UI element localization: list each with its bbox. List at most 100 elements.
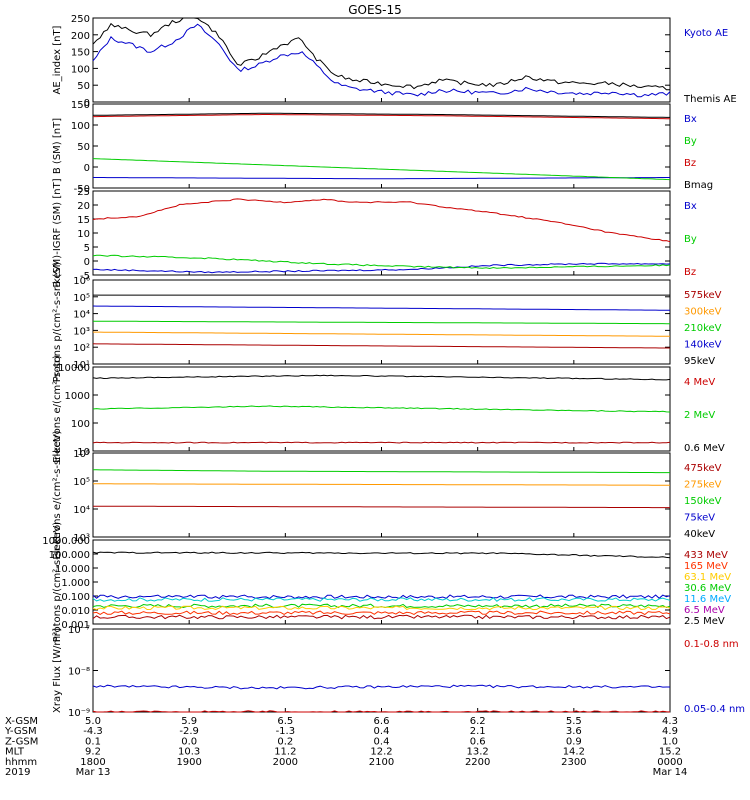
legend-6-5-mev: 6.5 MeV <box>684 605 725 616</box>
y-tick-label: 10⁻⁸ <box>68 667 90 678</box>
x-tick-value: 15.2 <box>659 747 681 758</box>
series-line-bx <box>93 177 670 180</box>
x-tick-value: -4.3 <box>83 726 103 737</box>
x-tick-value: 2.1 <box>470 726 486 737</box>
y-tick-label: 100 <box>71 64 90 75</box>
legend-40kev: 40keV <box>684 529 715 540</box>
y-tick-label: 0 <box>84 257 90 268</box>
y-tick-label: 10⁴ <box>73 505 90 516</box>
legend-275kev: 275keV <box>684 480 722 491</box>
series-line-475kev <box>93 505 670 509</box>
legend-bz: Bz <box>684 158 696 169</box>
x-tick-value: 0.4 <box>374 726 390 737</box>
x-tick-value: 3.6 <box>566 726 582 737</box>
y-tick-label: 1000.000 <box>42 536 90 547</box>
y-tick-label: 1.000 <box>61 578 90 589</box>
x-tick-value: -1.3 <box>276 726 296 737</box>
series-line-210kev <box>93 320 670 325</box>
y-axis-label: B (SM) [nT] <box>52 118 63 174</box>
y-tick-label: 0.001 <box>61 620 90 631</box>
x-tick-value: 6.6 <box>374 716 390 727</box>
x-tick-value: 0000 <box>657 757 682 768</box>
x-tick-value: 2000 <box>273 757 298 768</box>
y-tick-label: 10³ <box>73 326 90 337</box>
x-tick-value: -2.9 <box>179 726 199 737</box>
legend-4-mev: 4 MeV <box>684 377 715 388</box>
series-line-by <box>92 254 671 270</box>
legend-165-mev: 165 MeV <box>684 561 728 572</box>
y-tick-label: 0 <box>84 98 90 109</box>
y-tick-label: 10000 <box>58 363 90 374</box>
y-tick-label: 10⁴ <box>73 310 90 321</box>
series-line-bz <box>93 114 670 120</box>
y-tick-label: 10 <box>77 229 90 240</box>
legend-2-5-mev: 2.5 MeV <box>684 616 725 627</box>
y-tick-label: 10 <box>77 447 90 458</box>
y-tick-label: 150 <box>71 48 90 59</box>
y-axis-label: Protons p/(cm²-s-sr-keV) <box>52 262 63 383</box>
panel-protons_kev: 10¹ 10² 10³ 10⁴ 10⁵ 10⁶ Protons p/(cm²-s-sr-ke… <box>52 262 722 383</box>
y-tick-label: 20 <box>77 201 90 212</box>
x-tick-value: 5.9 <box>181 716 197 727</box>
y-tick-label: 1000 <box>65 391 90 402</box>
panel-bsm: -50 0 50 100 150 B (SM) [nT] Bx By Bz Bmag <box>52 100 713 195</box>
x-end-date: Mar 14 <box>653 767 688 778</box>
y-tick-label: 10⁵ <box>73 477 90 488</box>
panel-electrons_kev: 10³ 10⁴ 10⁵ 10⁶ Electrons e/(cm²-s-sr-keV) 47… <box>52 430 722 559</box>
series-line-300kev <box>92 305 670 311</box>
y-tick-label: 0.010 <box>61 606 90 617</box>
legend-2-mev: 2 MeV <box>684 410 715 421</box>
x-tick-value: 1900 <box>176 757 201 768</box>
y-tick-label: 200 <box>71 31 90 42</box>
x-tick-value: 6.2 <box>470 716 486 727</box>
legend-11-6-mev: 11.6 MeV <box>684 594 731 605</box>
legend-63-1-mev: 63.1 MeV <box>684 572 731 583</box>
y-tick-label: 150 <box>71 100 90 111</box>
x-tick-value: 2300 <box>561 757 586 768</box>
x-tick-value: 9.2 <box>85 747 101 758</box>
x-row-label: MLT <box>5 747 25 758</box>
y-tick-label: 0 <box>84 163 90 174</box>
legend-95kev: 95keV <box>684 356 715 367</box>
series-line-4-mev <box>92 441 671 444</box>
series-line-2-5-mev <box>92 614 671 620</box>
x-tick-value: 1800 <box>80 757 105 768</box>
y-tick-label: 0.100 <box>61 592 90 603</box>
y-tick-label: 5 <box>84 243 90 254</box>
x-tick-value: 2100 <box>369 757 394 768</box>
y-tick-label: 10⁶ <box>73 276 90 287</box>
legend-433-mev: 433 MeV <box>684 550 728 561</box>
y-axis-label: Electrons e/(cm²-s-sr) <box>52 355 63 463</box>
series-line-275kev <box>93 483 670 486</box>
x-tick-value: 13.2 <box>467 747 489 758</box>
legend-bx: Bx <box>684 114 697 125</box>
legend-by: By <box>684 234 697 245</box>
series-line-6-5-mev <box>92 610 671 616</box>
series-line-165-mev <box>92 594 671 599</box>
x-tick-value: 2200 <box>465 757 490 768</box>
y-tick-label: 10.000 <box>55 564 90 575</box>
panel-ae: 0 50 100 150 200 250 AE_index [nT] Kyoto AE Them… <box>52 14 737 109</box>
series-line-95kev <box>92 343 670 349</box>
panel-frame <box>92 628 671 713</box>
y-tick-label: 15 <box>77 215 90 226</box>
legend-by: By <box>684 136 697 147</box>
legend-themis-ae: Themis AE <box>683 94 737 105</box>
y-tick-label: 25 <box>77 187 90 198</box>
legend-150kev: 150keV <box>684 496 722 507</box>
legend-0-1-0-8-nm: 0.1-0.8 nm <box>684 639 739 650</box>
x-tick-value: 0.9 <box>566 736 582 747</box>
legend-bz: Bz <box>684 267 696 278</box>
y-tick-label: 50 <box>77 81 90 92</box>
x-start-date: Mar 13 <box>76 767 111 778</box>
series-line-63-1-mev <box>92 597 671 602</box>
x-row-label: hhmm <box>5 757 37 768</box>
series-line-themis-ae <box>92 17 670 91</box>
x-tick-value: 0.1 <box>85 736 101 747</box>
y-axis-label: Protons p/(cm²-s-sr-keV) <box>52 522 63 643</box>
y-tick-label: 100.000 <box>49 550 90 561</box>
series-line-150kev <box>93 469 670 474</box>
y-tick-label: 100 <box>71 419 90 430</box>
legend-300kev: 300keV <box>684 307 722 318</box>
